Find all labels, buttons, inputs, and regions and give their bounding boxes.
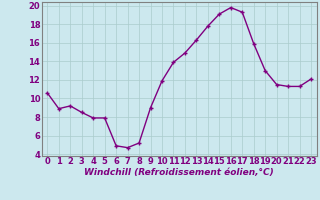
X-axis label: Windchill (Refroidissement éolien,°C): Windchill (Refroidissement éolien,°C) — [84, 168, 274, 177]
